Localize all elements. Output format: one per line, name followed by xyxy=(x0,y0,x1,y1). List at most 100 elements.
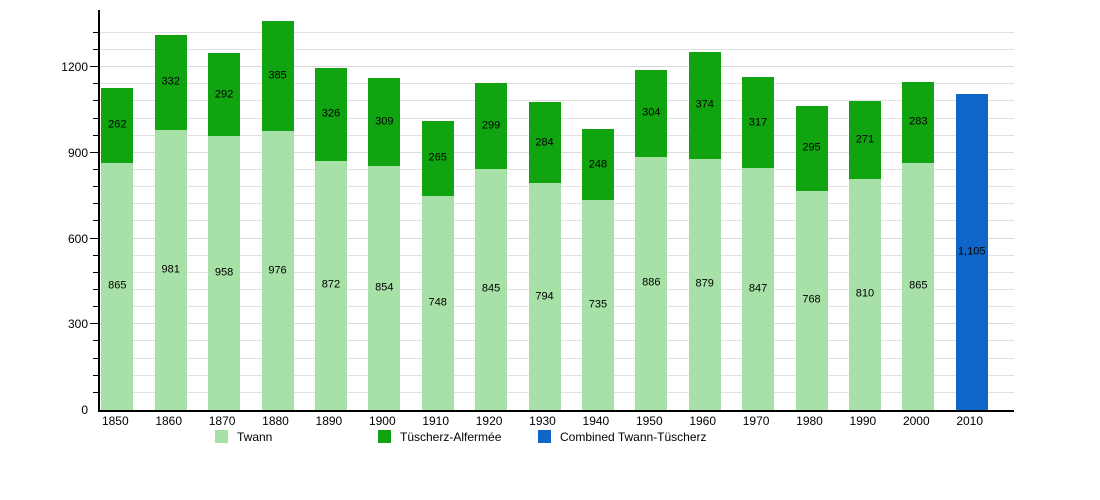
gridline xyxy=(100,49,1014,50)
bar-value-label: 1,105 xyxy=(957,245,986,258)
legend-label: Combined Twann-Tüscherz xyxy=(560,430,707,444)
y-axis-tick xyxy=(90,237,98,239)
y-axis-tick xyxy=(93,31,98,33)
gridline xyxy=(100,83,1014,85)
bar-value-label: 385 xyxy=(268,69,287,82)
bar-segment-t-scherz-alferm-e xyxy=(528,102,561,184)
legend-label: Twann xyxy=(237,430,273,444)
bar-segment-t-scherz-alferm-e xyxy=(475,83,508,169)
bar-value-label: 768 xyxy=(802,293,821,306)
bar-segment-twann xyxy=(154,129,187,410)
x-axis-label: 1900 xyxy=(368,414,396,428)
bar-segment-t-scherz-alferm-e xyxy=(902,82,935,163)
bar-value-label: 295 xyxy=(802,141,821,154)
y-axis-tick xyxy=(90,66,98,68)
bar-value-label: 976 xyxy=(268,264,287,277)
x-axis-label: 1980 xyxy=(796,414,823,428)
y-axis-tick xyxy=(93,306,98,308)
y-axis-tick xyxy=(93,83,98,85)
bar-value-label: 872 xyxy=(321,278,341,291)
y-axis-tick xyxy=(90,151,98,153)
y-axis-tick xyxy=(93,340,98,342)
bar-value-label: 332 xyxy=(161,75,180,88)
y-axis-tick xyxy=(90,323,98,325)
bar-segment-t-scherz-alferm-e xyxy=(101,88,134,163)
x-axis-label: 1940 xyxy=(582,414,610,428)
bar-value-label: 810 xyxy=(855,287,875,300)
bar-segment-twann xyxy=(581,200,614,410)
bar-value-label: 886 xyxy=(642,276,661,289)
legend-swatch-icon xyxy=(538,430,551,443)
gridline xyxy=(100,31,1014,33)
bar-value-label: 304 xyxy=(642,106,661,119)
bar-value-label: 981 xyxy=(161,263,180,276)
y-axis-label: 1200 xyxy=(61,60,88,75)
bar-value-label: 794 xyxy=(535,290,554,303)
y-axis-tick xyxy=(93,49,98,50)
y-axis-tick xyxy=(93,254,98,256)
bar-value-label: 326 xyxy=(321,107,341,120)
bar-value-label: 847 xyxy=(748,282,768,295)
x-axis-label: 1950 xyxy=(635,414,663,428)
bar-value-label: 271 xyxy=(855,133,875,146)
legend-swatch-icon xyxy=(215,430,228,443)
x-axis-label: 2010 xyxy=(956,414,984,428)
x-axis-label: 1890 xyxy=(315,414,343,428)
legend-label: Tüscherz-Alfermée xyxy=(400,430,502,444)
x-axis-label: 1910 xyxy=(422,414,450,428)
bar-segment-t-scherz-alferm-e xyxy=(742,77,775,168)
bar-value-label: 292 xyxy=(214,88,234,101)
bar-segment-t-scherz-alferm-e xyxy=(688,52,721,159)
y-axis-tick xyxy=(93,357,98,359)
y-axis-tick xyxy=(93,289,98,290)
x-axis-label: 1870 xyxy=(208,414,236,428)
bar-segment-t-scherz-alferm-e xyxy=(368,77,401,166)
bar-segment-twann xyxy=(635,156,668,410)
bar-segment-t-scherz-alferm-e xyxy=(795,106,828,191)
gridline xyxy=(100,100,1014,102)
bar-segment-t-scherz-alferm-e xyxy=(581,129,614,200)
bar-value-label: 854 xyxy=(375,281,394,294)
x-axis-label: 1990 xyxy=(849,414,877,428)
y-axis-label: 900 xyxy=(67,145,88,160)
bar-segment-twann xyxy=(421,196,454,410)
y-axis-tick xyxy=(93,271,98,273)
bar-segment-twann xyxy=(208,136,241,410)
bar-value-label: 283 xyxy=(909,115,928,128)
x-axis-label: 2000 xyxy=(902,414,930,428)
bar-segment-t-scherz-alferm-e xyxy=(635,70,668,157)
bar-value-label: 309 xyxy=(375,115,394,128)
bar-segment-t-scherz-alferm-e xyxy=(314,67,347,161)
y-axis-tick xyxy=(93,391,98,393)
bar-value-label: 958 xyxy=(214,266,234,279)
x-axis-label: 1880 xyxy=(262,414,289,428)
bar-value-label: 317 xyxy=(748,116,768,129)
bar-segment-twann xyxy=(848,178,881,410)
bar-segment-twann xyxy=(528,183,561,410)
bar-segment-t-scherz-alferm-e xyxy=(208,52,241,137)
bar-value-label: 265 xyxy=(428,151,447,164)
x-axis-label: 1850 xyxy=(101,414,129,428)
bar-segment-twann xyxy=(261,131,294,410)
bar-segment-twann xyxy=(475,168,508,410)
bar-segment-twann xyxy=(368,166,401,410)
gridline xyxy=(100,66,1014,68)
y-axis-tick xyxy=(93,169,98,170)
bar-segment-t-scherz-alferm-e xyxy=(154,34,187,130)
y-axis-tick xyxy=(93,134,98,136)
bar-value-label: 299 xyxy=(481,119,501,132)
y-axis-label: 0 xyxy=(81,403,88,417)
bar-value-label: 262 xyxy=(108,118,127,131)
x-axis-label: 1970 xyxy=(742,414,770,428)
y-axis-tick xyxy=(93,203,98,205)
bar-value-label: 865 xyxy=(909,279,928,292)
bar-segment-t-scherz-alferm-e xyxy=(261,21,294,132)
y-axis-label: 300 xyxy=(67,317,88,332)
bar-segment-combined-twann-t-scherz xyxy=(955,94,988,410)
x-axis-label: 1930 xyxy=(529,414,556,428)
bar-value-label: 879 xyxy=(695,277,714,290)
y-axis-tick xyxy=(93,186,98,188)
bar-value-label: 748 xyxy=(428,296,447,309)
bar-segment-twann xyxy=(101,162,134,410)
